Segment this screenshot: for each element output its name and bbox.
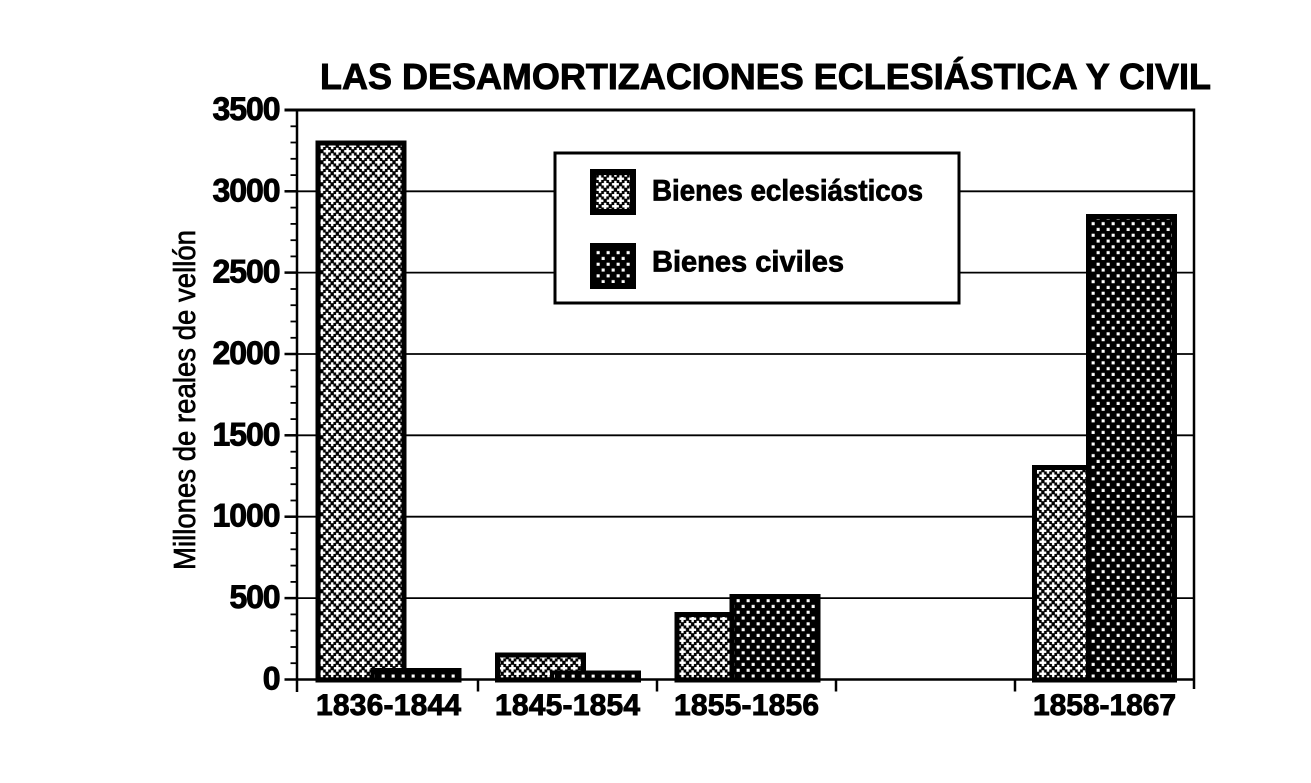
svg-text:LAS DESAMORTIZACIONES ECLESIÁS: LAS DESAMORTIZACIONES ECLESIÁSTICA Y CIV… bbox=[320, 56, 1211, 97]
svg-text:Bienes civiles: Bienes civiles bbox=[652, 246, 844, 279]
svg-text:1000: 1000 bbox=[213, 498, 281, 534]
svg-text:Millones de reales de vellón: Millones de reales de vellón bbox=[167, 230, 202, 570]
svg-text:1858-1867: 1858-1867 bbox=[1033, 689, 1176, 722]
svg-text:1845-1854: 1845-1854 bbox=[495, 689, 640, 722]
svg-text:2000: 2000 bbox=[213, 335, 281, 371]
svg-text:3000: 3000 bbox=[213, 172, 281, 208]
svg-text:1500: 1500 bbox=[213, 416, 281, 452]
svg-text:1855-1856: 1855-1856 bbox=[674, 689, 819, 722]
svg-text:2500: 2500 bbox=[213, 254, 281, 290]
svg-text:1836-1844: 1836-1844 bbox=[316, 689, 461, 722]
svg-text:Bienes eclesiásticos: Bienes eclesiásticos bbox=[652, 175, 923, 208]
svg-text:500: 500 bbox=[230, 579, 281, 615]
svg-text:0: 0 bbox=[263, 661, 281, 697]
svg-text:3500: 3500 bbox=[213, 91, 281, 127]
